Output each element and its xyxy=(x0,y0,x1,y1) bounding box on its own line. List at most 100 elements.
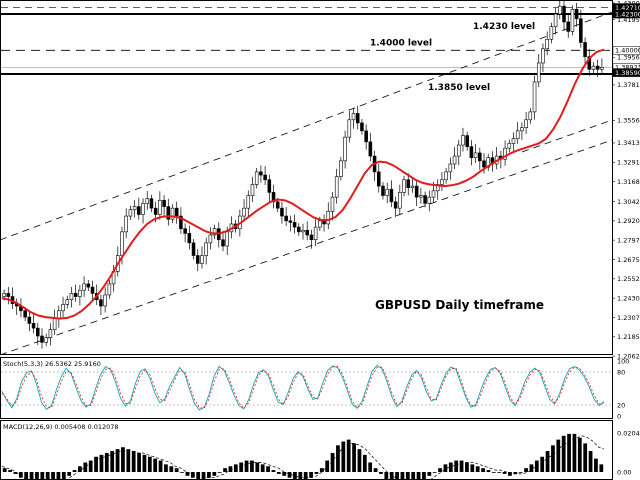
macd-bar xyxy=(212,472,217,476)
macd-bar xyxy=(51,472,55,480)
price-tag-label: 1.42710 xyxy=(615,4,640,12)
candle xyxy=(339,160,343,177)
macd-bar xyxy=(83,462,88,472)
macd-bar xyxy=(357,449,362,472)
macd-bar xyxy=(228,466,233,472)
macd-bar xyxy=(341,441,346,472)
candle xyxy=(128,209,133,217)
macd-bar xyxy=(395,472,399,480)
macd-bar xyxy=(217,472,222,473)
candle xyxy=(187,233,192,244)
candle xyxy=(6,293,11,297)
macd-bar xyxy=(8,470,12,472)
macd-bar xyxy=(147,456,152,472)
macd-bar xyxy=(153,458,158,472)
price-tick-label: 1.30425 xyxy=(617,198,640,206)
macd-tick-label: 0.020458 xyxy=(617,429,640,437)
candle xyxy=(221,239,225,247)
macd-bar xyxy=(174,468,179,472)
candle xyxy=(44,337,48,343)
macd-bar xyxy=(164,464,168,472)
candle xyxy=(566,21,570,32)
macd-bar xyxy=(497,472,502,473)
candle xyxy=(503,147,507,160)
candle xyxy=(73,293,78,297)
macd-bar xyxy=(524,468,528,472)
candle xyxy=(174,207,179,217)
macd-bar xyxy=(142,454,147,472)
macd-bar xyxy=(577,437,582,472)
macd-bar xyxy=(94,456,98,472)
candle xyxy=(267,179,272,193)
candle xyxy=(393,201,398,209)
candle xyxy=(541,48,545,64)
macd-bar xyxy=(475,466,480,472)
macd-bar xyxy=(443,464,448,472)
candle xyxy=(507,143,512,149)
macd-bar xyxy=(588,451,593,472)
candle xyxy=(78,289,82,297)
macd-bar xyxy=(470,464,475,472)
candle xyxy=(179,215,183,229)
macd-bar xyxy=(518,472,523,473)
macd-axis: 0.020458 0.00 xyxy=(617,429,640,476)
candle xyxy=(318,220,322,228)
candle xyxy=(99,299,103,307)
price-tick-label: 1.34135 xyxy=(617,139,640,147)
candle xyxy=(242,207,246,217)
candle xyxy=(368,141,373,157)
channel-lower-line xyxy=(0,139,613,356)
macd-bar xyxy=(24,472,29,480)
macd-bar xyxy=(405,472,410,480)
candle xyxy=(153,207,158,215)
macd-bar xyxy=(389,472,394,480)
macd-signal-line xyxy=(1,435,605,480)
candle xyxy=(149,198,154,209)
candle xyxy=(448,163,453,173)
candle xyxy=(107,283,112,296)
candle xyxy=(162,199,166,207)
macd-bar xyxy=(567,433,571,472)
macd-bar xyxy=(362,454,367,472)
macd-bar xyxy=(454,460,459,472)
candle xyxy=(562,5,566,23)
candle xyxy=(469,146,474,158)
macd-bar xyxy=(61,472,66,480)
macd-bar xyxy=(282,472,287,476)
macd-bar xyxy=(572,433,577,472)
candle xyxy=(183,228,187,234)
main-panel: 1.430001.419551.395601.378101.355601.341… xyxy=(0,0,640,360)
stochastic-tick-label: 80 xyxy=(617,368,625,376)
macd-bar xyxy=(314,472,319,474)
price-tag xyxy=(612,46,640,55)
candle xyxy=(570,9,575,32)
macd-bar xyxy=(298,472,303,480)
macd-bar xyxy=(502,472,507,474)
candle xyxy=(52,318,57,330)
macd-bar xyxy=(45,472,50,480)
candle xyxy=(86,283,91,288)
macd-bar xyxy=(169,466,174,472)
candle xyxy=(145,198,150,204)
macd-bar xyxy=(18,472,23,478)
macd-bar xyxy=(293,472,297,480)
macd-bar xyxy=(384,472,389,480)
price-tag-label: 1.40000 xyxy=(615,47,640,55)
macd-bar xyxy=(448,462,453,472)
macd-bar xyxy=(422,472,426,480)
candle xyxy=(250,184,255,196)
macd-bar xyxy=(35,472,39,480)
candle xyxy=(69,293,74,301)
candle xyxy=(444,171,448,181)
price-tick-label: 1.20625 xyxy=(617,352,640,360)
candle xyxy=(431,190,436,198)
candle xyxy=(532,81,537,113)
candle xyxy=(385,188,389,196)
candle xyxy=(280,207,284,217)
candle xyxy=(558,5,562,15)
macd-bar xyxy=(561,435,566,472)
macd-bar xyxy=(29,472,34,480)
candle xyxy=(297,226,301,233)
candle xyxy=(191,242,196,256)
